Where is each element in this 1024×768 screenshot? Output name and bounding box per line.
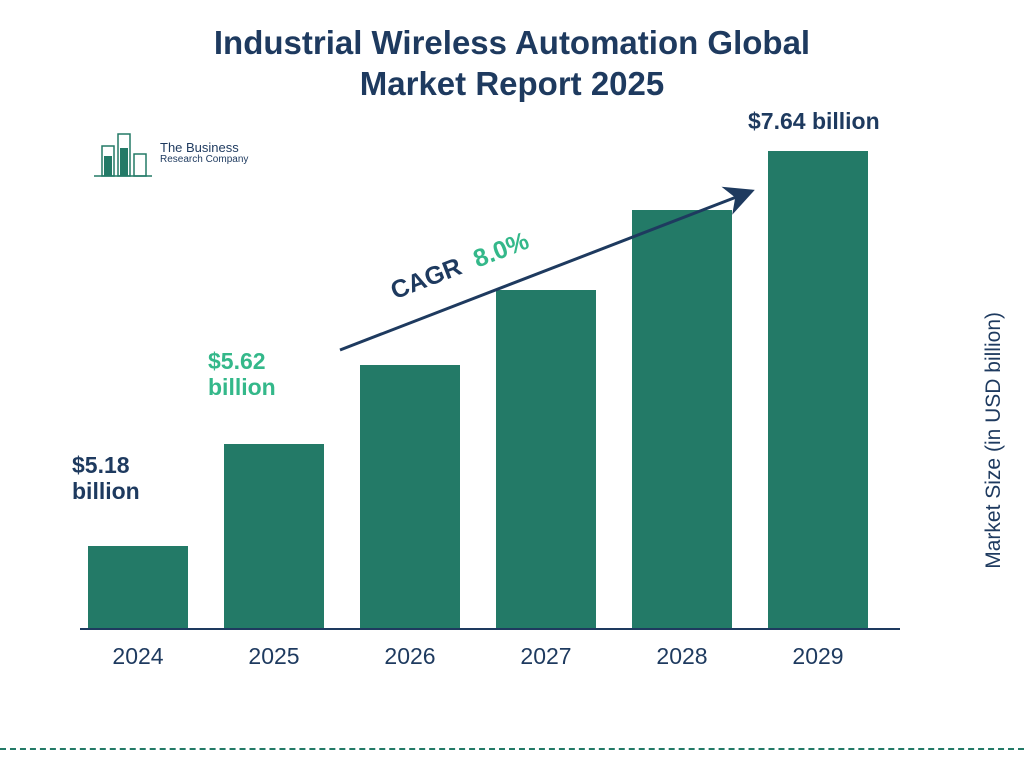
bar-label-2029: $7.64 billion <box>748 108 880 134</box>
x-label-2024: 2024 <box>88 643 188 670</box>
y-axis-label: Market Size (in USD billion) <box>982 312 1006 569</box>
chart-title: Industrial Wireless Automation Global Ma… <box>0 0 1024 105</box>
x-label-2025: 2025 <box>224 643 324 670</box>
bar-2026 <box>360 365 460 628</box>
bar-label-2024: $5.18 billion <box>72 452 140 505</box>
x-label-2027: 2027 <box>496 643 596 670</box>
x-label-2028: 2028 <box>632 643 732 670</box>
chart-area: 2024 2025 2026 2027 2028 2029 <box>80 140 940 680</box>
bar-2029 <box>768 151 868 628</box>
title-line2: Market Report 2025 <box>360 65 664 102</box>
bar-2028 <box>632 210 732 628</box>
x-label-2029: 2029 <box>768 643 868 670</box>
title-line1: Industrial Wireless Automation Global <box>214 24 810 61</box>
footer-divider <box>0 748 1024 750</box>
bar-2025 <box>224 444 324 628</box>
plot-region <box>80 140 900 630</box>
bar-2027 <box>496 290 596 628</box>
x-label-2026: 2026 <box>360 643 460 670</box>
bar-label-2025: $5.62 billion <box>208 348 276 401</box>
bar-2024 <box>88 546 188 628</box>
